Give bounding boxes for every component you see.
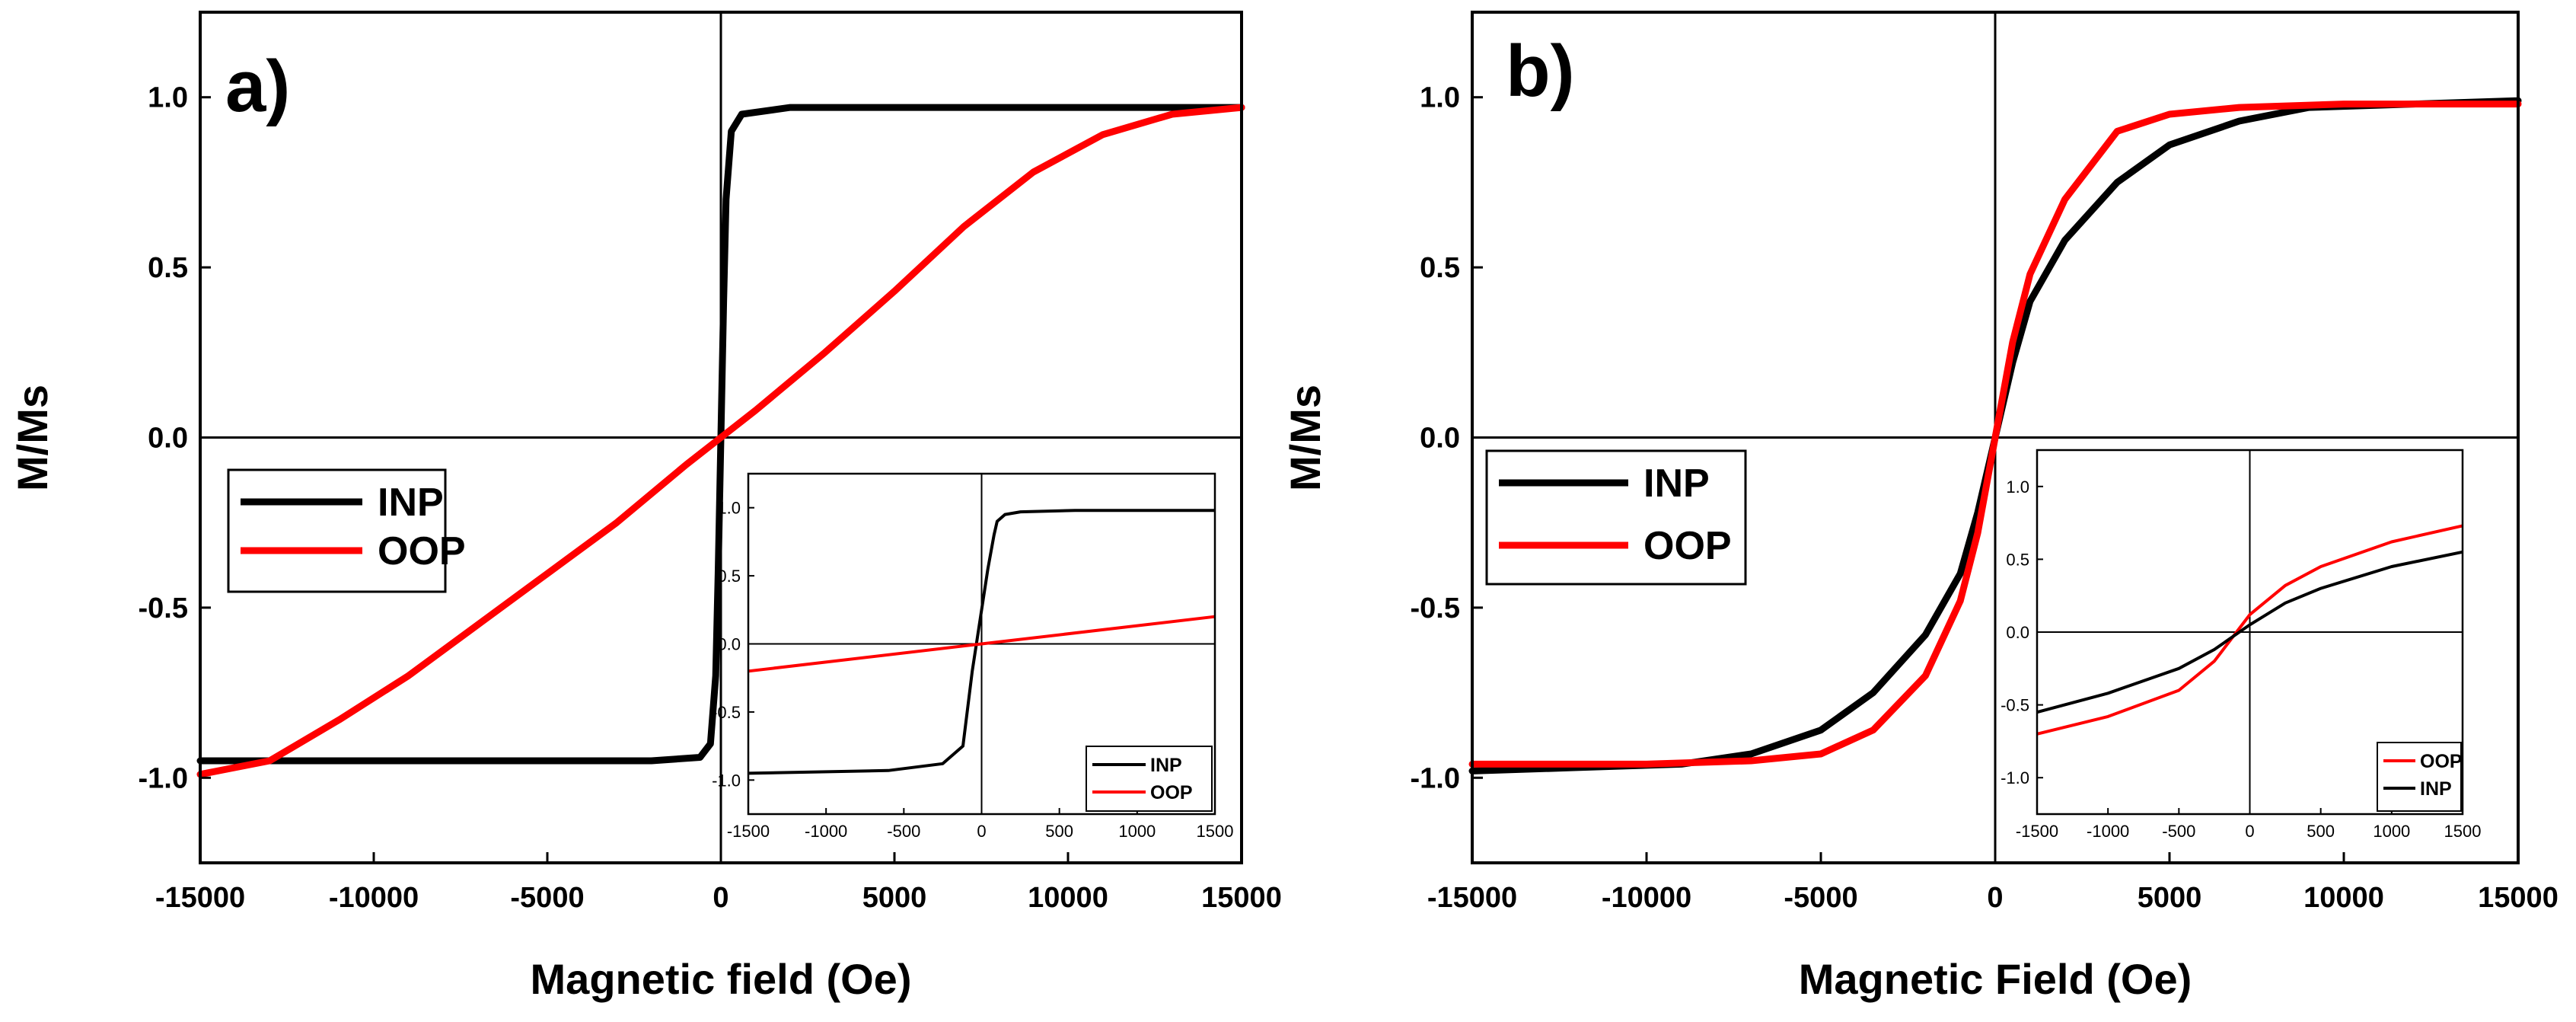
panel-label: a) xyxy=(225,46,290,127)
inset-y-tick-label: 0.5 xyxy=(2006,550,2029,569)
y-tick-label: -0.5 xyxy=(1411,592,1460,624)
inset-legend-label-oop: OOP xyxy=(2420,751,2463,772)
legend-label-oop: OOP xyxy=(378,529,466,573)
legend-label-inp: INP xyxy=(1643,461,1710,506)
inset-x-tick-label: 1000 xyxy=(1118,822,1156,841)
inset-y-tick-label: 1.0 xyxy=(2006,477,2029,497)
inset-y-tick-label: 0.0 xyxy=(2006,623,2029,642)
inset-y-tick-label: -1.0 xyxy=(2001,768,2029,787)
y-tick-label: -1.0 xyxy=(139,762,188,794)
inset-x-tick-label: 0 xyxy=(2245,822,2254,841)
inset-series-line-oop xyxy=(748,615,1216,673)
x-axis-label: Magnetic Field (Oe) xyxy=(1799,955,2192,1003)
legend-label-oop: OOP xyxy=(1643,524,1732,568)
inset-legend: OOP INP xyxy=(2377,742,2463,812)
inset-plot: -1500 -1000 -500 0 500 1000 1500 -1.0 -0.5 0.0 0.5… xyxy=(2001,449,2482,841)
inset-x-tick-label: 0 xyxy=(977,822,986,841)
inset-y-tick-label: -0.5 xyxy=(712,703,741,722)
y-tick-label: -1.0 xyxy=(1411,762,1460,794)
inset-legend: INP OOP xyxy=(1086,746,1213,812)
x-tick-label: -10000 xyxy=(1602,882,1691,914)
series-line-oop xyxy=(196,104,1245,778)
legend-label-inp: INP xyxy=(378,481,444,525)
inset-x-tick-label: 500 xyxy=(2307,822,2335,841)
inset-series-line-oop xyxy=(2036,524,2463,736)
y-tick-label: 1.0 xyxy=(1420,82,1460,114)
x-tick-label: 15000 xyxy=(1201,882,1282,914)
inset-x-tick-label: 1000 xyxy=(2373,822,2410,841)
x-tick-label: 0 xyxy=(1987,882,2003,914)
panel-b: -15000 -10000 -5000 0 5000 10000 15000-1.0-0.5… xyxy=(1281,11,2558,1003)
inset-legend-label-inp: INP xyxy=(1150,755,1182,776)
x-tick-label: -10000 xyxy=(329,882,419,914)
y-tick-label: 0.0 xyxy=(1420,423,1460,455)
panel-a: -15000 -10000 -5000 0 5000 10000 15000-1.0-0.5… xyxy=(8,11,1282,1003)
y-axis-label: M/Ms xyxy=(1281,385,1329,491)
x-tick-label: -15000 xyxy=(155,882,245,914)
y-axis-label: M/Ms xyxy=(8,385,56,491)
y-tick-label: 0.5 xyxy=(1420,252,1460,284)
inset-x-tick-label: 500 xyxy=(1045,822,1073,841)
inset-y-tick-label: 0.0 xyxy=(717,635,741,654)
inset-series-line-inp xyxy=(2036,550,2463,714)
x-tick-label: 5000 xyxy=(2138,882,2202,914)
y-tick-label: 0.0 xyxy=(148,423,188,455)
inset-x-tick-label: 1500 xyxy=(2444,822,2482,841)
panel-label: b) xyxy=(1506,30,1575,112)
x-tick-label: 0 xyxy=(713,882,728,914)
x-tick-label: 10000 xyxy=(1028,882,1108,914)
y-tick-label: -0.5 xyxy=(139,592,188,624)
x-tick-label: -5000 xyxy=(510,882,584,914)
inset-y-tick-label: 0.5 xyxy=(717,567,741,586)
legend: INP OOP xyxy=(1485,449,1747,586)
inset-y-tick-label: -1.0 xyxy=(712,771,741,790)
y-tick-label: 0.5 xyxy=(148,252,188,284)
inset-legend-label-oop: OOP xyxy=(1150,782,1193,803)
x-tick-label: 10000 xyxy=(2303,882,2384,914)
inset-legend-box xyxy=(1086,746,1213,812)
legend-box xyxy=(1485,449,1747,586)
inset-x-tick-label: -1000 xyxy=(805,822,847,841)
legend-box xyxy=(227,468,447,593)
inset-x-tick-label: -1500 xyxy=(2016,822,2058,841)
inset-y-tick-label: 1.0 xyxy=(717,499,741,518)
y-tick-label: 1.0 xyxy=(148,82,188,114)
x-axis-label: Magnetic field (Oe) xyxy=(531,955,912,1003)
series-line-oop xyxy=(1468,101,2522,768)
inset-x-tick-label: -500 xyxy=(887,822,920,841)
inset-y-tick-label: -0.5 xyxy=(2001,696,2029,715)
inset-series-line-inp xyxy=(748,509,1215,775)
inset-legend-box xyxy=(2377,742,2462,812)
x-tick-label: -5000 xyxy=(1784,882,1857,914)
inset-x-tick-label: -500 xyxy=(2162,822,2195,841)
x-tick-label: 5000 xyxy=(862,882,927,914)
inset-x-tick-label: 1500 xyxy=(1197,822,1234,841)
inset-plot: -1500 -1000 -500 0 500 1000 1500 -1.0 -0.5 0.0 0.5… xyxy=(712,472,1234,841)
x-tick-label: 15000 xyxy=(2478,882,2558,914)
inset-x-tick-label: -1000 xyxy=(2087,822,2129,841)
x-tick-label: -15000 xyxy=(1427,882,1517,914)
inset-x-tick-label: -1500 xyxy=(727,822,770,841)
inset-legend-label-inp: INP xyxy=(2420,778,2452,800)
